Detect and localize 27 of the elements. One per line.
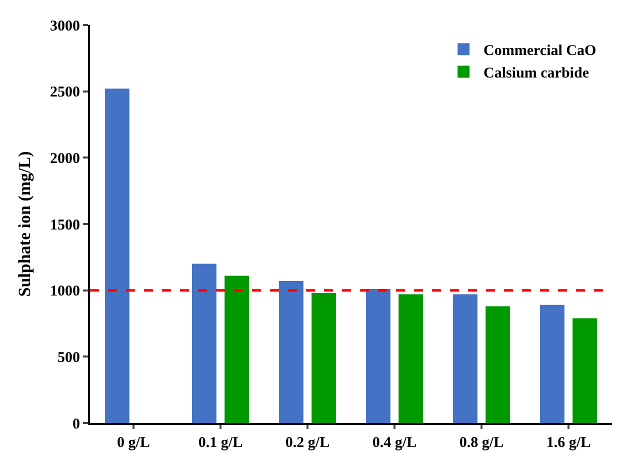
bar [278,281,304,423]
bar [366,289,390,423]
y-axis-title: Sulphate ion (mg/L) [15,151,34,297]
y-tick-label: 3000 [50,18,80,34]
bar [572,318,598,423]
bar [104,88,130,423]
legend-label: Calsium carbide [484,66,590,82]
x-tick-label: 0.4 g/L [372,435,417,451]
x-tick-label: 0.1 g/L [198,435,243,451]
x-tick-label: 1.6 g/L [546,435,591,451]
bar [540,304,564,423]
y-tick-label: 1500 [50,217,80,234]
y-tick-label: 2500 [50,84,80,101]
bar [224,276,250,423]
bar [312,292,336,423]
y-tick-label: 1000 [50,284,80,300]
bar [192,264,216,423]
x-tick-label: 0.8 g/L [459,435,504,451]
x-tick-label: 0.2 g/L [285,435,330,451]
y-tick-label: 500 [58,350,80,366]
bar [452,294,478,423]
x-tick-label: 0 g/L [117,435,150,451]
y-tick-label: 0 [72,416,80,432]
legend-label: Commercial CaO [484,43,596,60]
y-tick-label: 2000 [50,150,80,167]
bar [398,294,424,423]
bar [486,306,510,423]
